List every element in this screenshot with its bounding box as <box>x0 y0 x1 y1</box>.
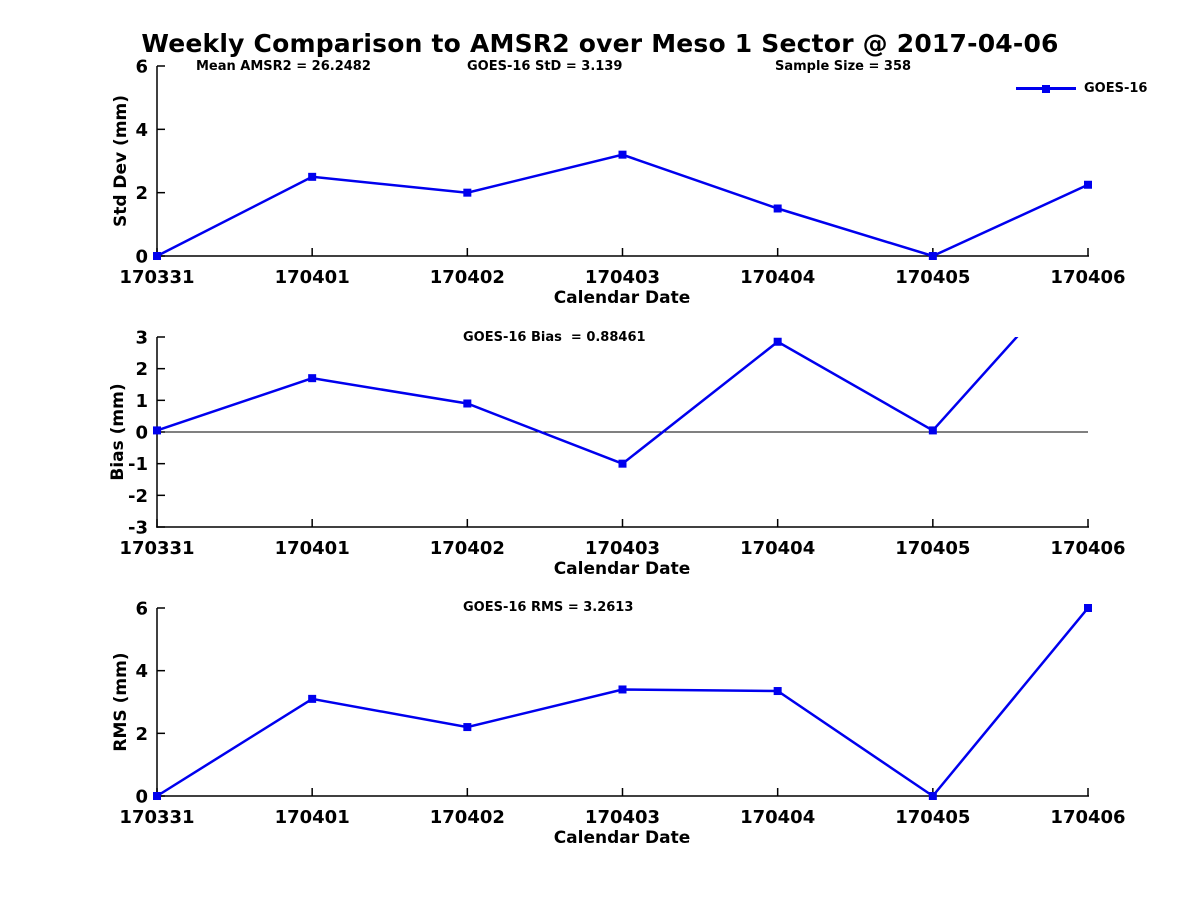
y-tick-label: 4 <box>135 120 148 141</box>
goes-16-markers <box>153 150 1092 260</box>
y-tick-label: -3 <box>128 518 148 539</box>
chart-title: Weekly Comparison to AMSR2 over Meso 1 S… <box>141 29 1059 58</box>
data-point-marker <box>618 150 627 159</box>
std-subplot: 0 2 4 6 170331 170401 170402 170403 170404 170405… <box>119 57 1125 289</box>
x-tick-label: 170406 <box>1050 807 1125 828</box>
x-tick-label: 170401 <box>275 538 350 559</box>
y-tick-label: 0 <box>135 787 148 808</box>
data-point-marker <box>1084 604 1092 612</box>
rms-subplot: 0 2 4 6 170331 170401 170402 170403 170404 170405… <box>119 599 1125 829</box>
data-point-marker <box>1084 180 1092 189</box>
x-tick-label: 170331 <box>119 267 194 288</box>
y-tick-label: 0 <box>135 247 148 268</box>
x-tick-label: 170404 <box>740 538 815 559</box>
data-point-marker <box>618 459 627 468</box>
data-point-marker <box>928 252 937 260</box>
data-point-marker <box>773 337 782 346</box>
data-point-marker <box>463 399 472 408</box>
x-tick-label: 170403 <box>585 807 660 828</box>
x-tick-label: 170402 <box>430 807 505 828</box>
y-tick-label: 6 <box>135 57 148 78</box>
x-tick-label: 170405 <box>895 538 970 559</box>
x-tick-label: 170406 <box>1050 538 1125 559</box>
x-tick-label: 170402 <box>430 538 505 559</box>
y-tick-label: 0 <box>135 423 148 444</box>
annotation-goes16-bias: GOES-16 Bias = 0.88461 <box>463 330 646 345</box>
x-tick-label: 170403 <box>585 267 660 288</box>
y-tick-label: 1 <box>135 391 148 412</box>
x-tick-label: 170405 <box>895 807 970 828</box>
x-tick-label: 170331 <box>119 807 194 828</box>
y-tick-label: 2 <box>135 359 148 380</box>
x-tick-label: 170406 <box>1050 267 1125 288</box>
y-ticks: -3 -2 -1 0 1 2 3 <box>128 328 165 539</box>
y-tick-label: 4 <box>135 661 148 682</box>
goes-16-line <box>156 608 1089 798</box>
y-tick-label: 2 <box>135 183 148 204</box>
data-point-marker <box>308 374 317 383</box>
xlabel-std: Calendar Date <box>553 288 691 308</box>
x-tick-label: 170401 <box>275 807 350 828</box>
annotation-goes16-rms: GOES-16 RMS = 3.2613 <box>463 600 634 615</box>
y-tick-label: 2 <box>135 724 148 745</box>
goes-16-line <box>156 153 1089 258</box>
x-ticks: 170331 170401 170402 170403 170404 170405 1704… <box>119 248 1126 288</box>
x-tick-label: 170404 <box>740 807 815 828</box>
data-point-marker <box>308 694 317 703</box>
y-tick-label: 3 <box>135 328 148 349</box>
legend: GOES-16 <box>1016 81 1147 96</box>
goes-16-markers <box>153 604 1092 800</box>
data-point-marker <box>463 188 472 197</box>
ylabel-std-dev: Std Dev (mm) <box>111 94 131 228</box>
data-point-marker <box>618 685 627 694</box>
ylabel-bias: Bias (mm) <box>108 383 128 481</box>
legend-label: GOES-16 <box>1084 81 1148 96</box>
y-tick-label: -2 <box>128 486 148 507</box>
y-ticks: 0 2 4 6 <box>135 599 165 808</box>
x-tick-label: 170405 <box>895 267 970 288</box>
x-tick-label: 170402 <box>430 267 505 288</box>
goes-16-markers <box>153 337 937 468</box>
data-point-marker <box>308 172 317 181</box>
data-point-marker <box>153 792 161 800</box>
xlabel-rms: Calendar Date <box>553 828 691 848</box>
x-ticks: 170331 170401 170402 170403 170404 170405 1704… <box>119 519 1126 559</box>
legend-square-marker-icon <box>1042 84 1050 93</box>
y-ticks: 0 2 4 6 <box>135 57 165 268</box>
data-point-marker <box>773 687 782 696</box>
data-point-marker <box>153 252 161 260</box>
x-ticks: 170331 170401 170402 170403 170404 170405 1704… <box>119 788 1126 828</box>
x-tick-label: 170403 <box>585 538 660 559</box>
data-point-marker <box>928 426 937 435</box>
data-point-marker <box>153 426 161 435</box>
data-point-marker <box>928 792 937 800</box>
data-point-marker <box>773 204 782 213</box>
x-tick-label: 170404 <box>740 267 815 288</box>
x-tick-label: 170401 <box>275 267 350 288</box>
y-tick-label: 6 <box>135 599 148 620</box>
y-tick-label: -1 <box>128 454 148 475</box>
legend-line-icon <box>1016 84 1076 93</box>
annotation-sample-size: Sample Size = 358 <box>775 59 912 74</box>
ylabel-rms: RMS (mm) <box>111 652 131 752</box>
x-tick-label: 170331 <box>119 538 194 559</box>
data-point-marker <box>463 723 472 732</box>
annotation-goes16-std: GOES-16 StD = 3.139 <box>467 59 623 74</box>
bias-subplot: -3 -2 -1 0 1 2 3 170331 170401 170402 170403 170404… <box>119 328 1126 560</box>
xlabel-bias: Calendar Date <box>553 559 691 579</box>
annotation-mean-amsr2: Mean AMSR2 = 26.2482 <box>196 59 371 74</box>
